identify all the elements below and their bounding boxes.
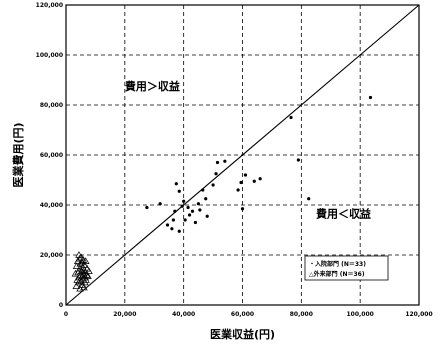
data-point-outpatient xyxy=(81,257,90,264)
data-point-outpatient xyxy=(72,282,81,289)
data-point-inpatient xyxy=(186,205,190,210)
data-point-inpatient xyxy=(201,188,205,192)
y-axis-label: 医業費用(円) xyxy=(11,122,25,187)
data-point-outpatient xyxy=(82,276,90,283)
x-tick-label: 0 xyxy=(64,311,68,318)
data-point-inpatient xyxy=(158,202,162,206)
region-label-cost-greater: 費用＞収益 xyxy=(124,79,180,93)
x-tick-label: 100,000 xyxy=(347,311,374,318)
x-axis-ticks: 0 20,000 40,000 60,000 80,000 100,000 120,000 xyxy=(64,311,433,318)
x-tick-label: 120,000 xyxy=(405,311,432,318)
data-point-inpatient xyxy=(252,179,256,183)
x-tick-label: 40,000 xyxy=(172,311,195,318)
plot-frame xyxy=(65,4,420,306)
data-point-outpatient xyxy=(82,271,91,278)
data-point-outpatient xyxy=(76,259,85,267)
data-point-inpatient xyxy=(239,180,243,185)
data-point-inpatient xyxy=(145,205,149,210)
x-tick-label: 20,000 xyxy=(113,311,136,318)
data-point-inpatient xyxy=(205,214,209,218)
y-tick-label: 100,000 xyxy=(36,52,63,59)
data-point-inpatient xyxy=(214,172,218,176)
data-point-inpatient xyxy=(307,197,311,201)
data-point-inpatient xyxy=(165,223,170,227)
y-tick-label: 40,000 xyxy=(40,202,63,209)
data-point-outpatient xyxy=(75,251,83,258)
data-point-outpatient xyxy=(71,269,80,277)
data-point-inpatient xyxy=(236,188,240,192)
data-point-inpatient xyxy=(170,227,174,231)
data-point-inpatient xyxy=(211,183,215,187)
data-point-outpatient xyxy=(74,278,83,286)
data-point-outpatient xyxy=(80,261,89,268)
data-point-outpatient xyxy=(84,272,92,279)
y-tick-label: 80,000 xyxy=(40,102,63,109)
data-point-outpatient xyxy=(79,269,88,277)
data-point-inpatient xyxy=(187,213,192,217)
data-point-outpatient xyxy=(80,283,88,291)
data-point-inpatient xyxy=(215,160,220,165)
data-point-inpatient xyxy=(177,189,181,193)
x-tick-label: 60,000 xyxy=(231,311,254,318)
x-axis-label: 医業収益(円) xyxy=(210,327,275,341)
data-points xyxy=(71,95,373,292)
data-point-inpatient xyxy=(180,204,184,208)
x-tick-label: 80,000 xyxy=(290,311,313,318)
data-point-inpatient xyxy=(190,209,195,213)
region-label-cost-less: 費用＜収益 xyxy=(315,207,371,221)
data-point-inpatient xyxy=(183,218,187,222)
data-point-inpatient xyxy=(289,115,293,120)
data-point-inpatient xyxy=(174,182,178,186)
data-point-inpatient xyxy=(258,177,262,181)
reference-line xyxy=(65,4,420,306)
legend-box xyxy=(304,255,389,281)
data-point-inpatient xyxy=(204,197,208,201)
data-point-inpatient xyxy=(198,208,202,212)
data-point-inpatient xyxy=(182,199,186,203)
data-point-inpatient xyxy=(223,159,227,163)
data-point-inpatient xyxy=(177,229,181,233)
y-tick-label: 120,000 xyxy=(36,2,63,9)
data-point-inpatient xyxy=(173,209,177,213)
data-point-outpatient xyxy=(85,267,93,274)
data-point-inpatient xyxy=(240,207,245,211)
data-point-inpatient xyxy=(243,173,248,177)
data-point-inpatient xyxy=(196,202,200,206)
data-point-inpatient xyxy=(368,95,373,100)
y-tick-label: 0 xyxy=(59,302,63,309)
data-point-inpatient xyxy=(296,158,300,162)
legend-entry-inpatient: ・入院部門 (N＝33) xyxy=(309,260,366,268)
data-point-inpatient xyxy=(193,220,198,225)
data-point-inpatient xyxy=(171,218,175,222)
y-tick-label: 60,000 xyxy=(40,152,63,159)
legend-entry-outpatient: △外来部門 (N＝36) xyxy=(309,270,365,278)
y-axis-ticks: 0 20,000 40,000 60,000 80,000 100,000 120,000 xyxy=(36,2,63,309)
legend: ・入院部門 (N＝33) △外来部門 (N＝36) xyxy=(304,255,389,281)
data-point-outpatient xyxy=(75,254,84,262)
y-tick-label: 20,000 xyxy=(40,252,63,259)
grid-lines xyxy=(66,5,419,305)
